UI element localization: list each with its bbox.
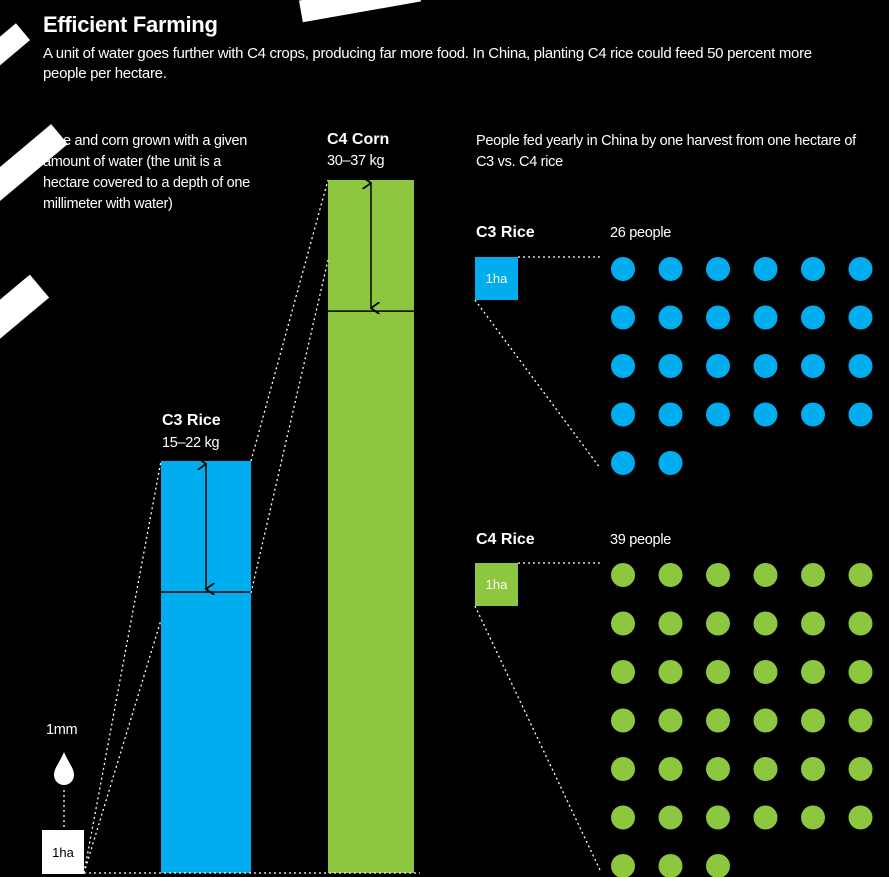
c3-hectare-box: 1ha — [475, 257, 518, 300]
c4-rice-people-count: 39 people — [610, 532, 671, 548]
c4-people-dot — [706, 854, 730, 877]
dotted-guide-line — [250, 179, 329, 462]
c3-people-dot — [611, 257, 635, 281]
c4-people-dot — [706, 757, 730, 781]
c4-people-dot — [753, 611, 778, 636]
c4-people-dot — [801, 660, 825, 684]
c3-people-dot — [611, 354, 635, 378]
water-drop-icon — [54, 752, 74, 785]
c3-people-dot — [658, 451, 683, 475]
c3-people-dot — [611, 451, 635, 475]
c3-rice-people-title: C3 Rice — [476, 224, 535, 241]
c4-rice-people-title: C4 Rice — [476, 531, 535, 548]
c3-people-dot — [658, 305, 683, 330]
dotted-guide-line — [83, 460, 162, 874]
c4-people-dot — [611, 563, 635, 587]
c3-people-dot — [706, 257, 730, 281]
c3-people-dot — [801, 354, 825, 378]
c3-people-dot — [848, 305, 873, 330]
c4-people-dot — [801, 563, 825, 587]
c4-people-dot — [801, 611, 825, 636]
c4-people-dot — [658, 563, 683, 587]
c4-people-dot — [801, 805, 825, 830]
c4-people-dot — [753, 757, 778, 781]
c4-people-dot — [801, 708, 825, 733]
c4-people-dot — [753, 805, 778, 830]
c4-people-dot — [611, 708, 635, 733]
c4-people-dot — [848, 805, 873, 830]
c4-people-dot — [848, 563, 873, 587]
c3-people-dot — [658, 354, 683, 378]
c3-people-dot — [848, 354, 873, 378]
c4-corn-range-label: 30–37 kg — [327, 153, 385, 169]
c3-rice-people-count: 26 people — [610, 225, 671, 241]
chart-subtitle: A unit of water goes further with C4 cro… — [43, 45, 812, 82]
c4-people-dot — [658, 708, 683, 733]
c3-people-dot — [753, 354, 778, 378]
c4-people-dot — [848, 660, 873, 684]
c4-people-dot — [706, 563, 730, 587]
c4-people-dot — [848, 611, 873, 636]
c3-rice-label: C3 Rice — [162, 412, 221, 429]
c3-people-dot — [658, 257, 683, 281]
c4-people-dot — [848, 757, 873, 781]
c3-people-dot — [706, 354, 730, 378]
c4-people-dot — [658, 611, 683, 636]
dotted-guide-line — [250, 259, 329, 594]
c3-people-dot — [753, 402, 778, 427]
dotted-guide-line — [83, 619, 162, 874]
c4-people-dot — [706, 805, 730, 830]
c3-people-dot — [658, 402, 683, 427]
dotted-guide-line — [474, 299, 601, 469]
c3-people-dot — [801, 257, 825, 281]
water-unit-note: Rice and corn grown with a given amount … — [43, 133, 250, 212]
c3-people-dot — [801, 305, 825, 330]
c4-corn-label: C4 Corn — [327, 131, 390, 148]
people-fed-note: People fed yearly in China by one harves… — [476, 133, 856, 170]
c4-people-dot — [706, 708, 730, 733]
c4-people-dot — [753, 660, 778, 684]
c4-people-dot — [753, 708, 778, 733]
c4-people-dot — [706, 611, 730, 636]
c4-people-dot — [611, 660, 635, 684]
c4-people-dot — [801, 757, 825, 781]
c3-people-dot — [848, 402, 873, 427]
c4-people-dot — [848, 708, 873, 733]
c4-people-dot — [658, 854, 683, 877]
c4-hectare-box: 1ha — [475, 563, 518, 606]
c3-people-dot — [611, 402, 635, 427]
c3-people-dot — [753, 305, 778, 330]
c4-people-dot — [706, 660, 730, 684]
c3-people-dot — [706, 305, 730, 330]
c4-people-dot — [611, 854, 635, 877]
water-depth-label: 1mm — [46, 722, 78, 738]
chart-title: Efficient Farming — [43, 12, 218, 37]
c4-people-dot — [753, 563, 778, 587]
c3-people-dot — [611, 305, 635, 330]
c4-people-dot — [658, 805, 683, 830]
c3-people-dot — [753, 257, 778, 281]
c3-people-dot — [801, 402, 825, 427]
c4-people-dot — [658, 757, 683, 781]
c3-people-dot — [706, 402, 730, 427]
c4-people-dot — [658, 660, 683, 684]
c3-rice-range-label: 15–22 kg — [162, 435, 220, 451]
dotted-guide-line — [474, 605, 601, 871]
unit-hectare-box: 1ha — [42, 830, 84, 874]
c4-people-dot — [611, 611, 635, 636]
c4-people-dot — [611, 805, 635, 830]
c3-people-dot — [848, 257, 873, 281]
c4-people-dot — [611, 757, 635, 781]
